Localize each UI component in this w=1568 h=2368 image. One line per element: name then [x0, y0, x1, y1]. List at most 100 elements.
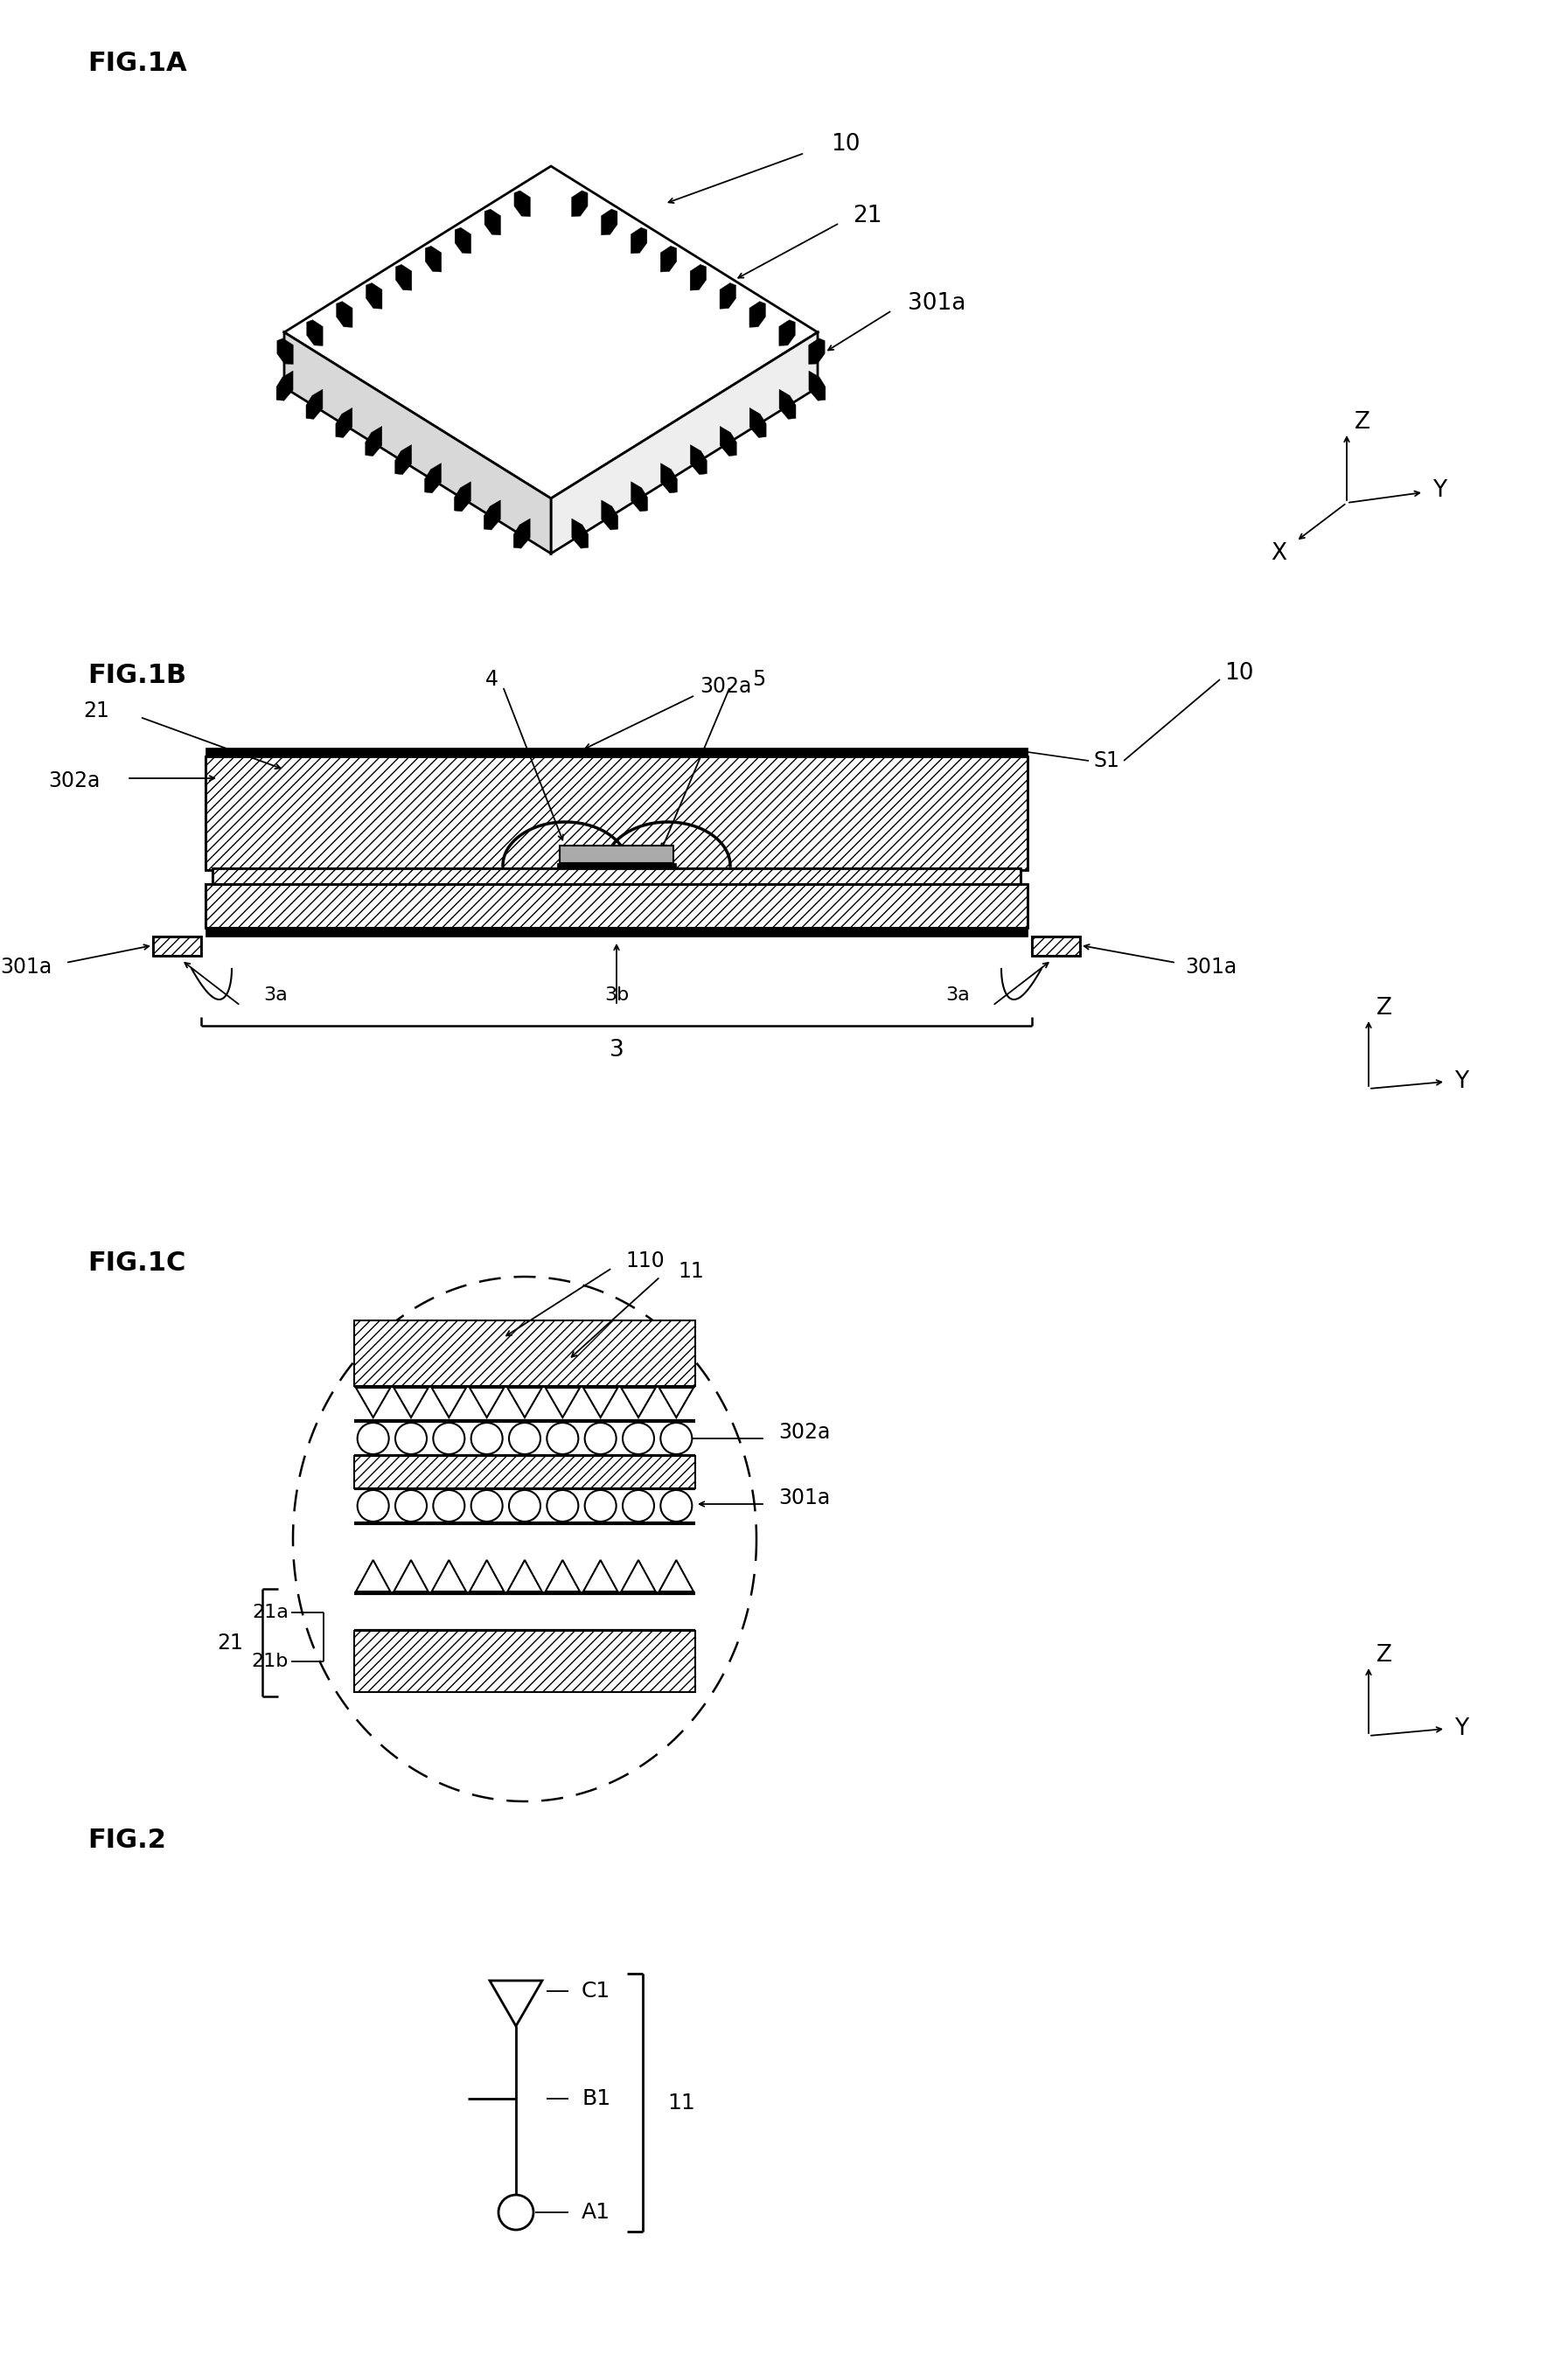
Polygon shape: [431, 1388, 466, 1418]
Text: 110: 110: [626, 1250, 665, 1272]
Circle shape: [622, 1489, 654, 1523]
Text: FIG.1B: FIG.1B: [88, 663, 187, 689]
Polygon shape: [750, 407, 767, 438]
Bar: [213, 869, 1021, 883]
Circle shape: [660, 1489, 691, 1523]
Polygon shape: [365, 426, 383, 457]
Text: 302a: 302a: [49, 770, 100, 791]
Polygon shape: [508, 1561, 543, 1591]
Polygon shape: [546, 1388, 580, 1418]
Polygon shape: [602, 500, 618, 530]
Circle shape: [358, 1423, 389, 1454]
Polygon shape: [779, 388, 797, 419]
Polygon shape: [469, 1388, 503, 1418]
Bar: [1032, 935, 1080, 957]
Polygon shape: [425, 246, 441, 272]
Circle shape: [395, 1423, 426, 1454]
Bar: [354, 1321, 695, 1385]
Polygon shape: [720, 282, 735, 308]
Circle shape: [470, 1423, 503, 1454]
Polygon shape: [508, 1388, 543, 1418]
Polygon shape: [514, 519, 530, 549]
Polygon shape: [489, 1980, 543, 2027]
Polygon shape: [395, 265, 412, 291]
Text: 301a: 301a: [908, 291, 966, 315]
Circle shape: [433, 1423, 464, 1454]
Circle shape: [433, 1489, 464, 1523]
Bar: [354, 1321, 695, 1385]
Polygon shape: [779, 320, 795, 346]
Polygon shape: [514, 189, 530, 215]
Polygon shape: [546, 1561, 580, 1591]
Text: S1: S1: [1093, 751, 1120, 772]
Polygon shape: [469, 1561, 503, 1591]
Polygon shape: [276, 372, 293, 400]
Polygon shape: [455, 227, 470, 253]
Text: 4: 4: [486, 668, 499, 689]
Bar: [205, 748, 1027, 755]
Text: 301a: 301a: [1185, 957, 1237, 978]
Polygon shape: [278, 339, 293, 365]
Polygon shape: [485, 208, 500, 234]
Bar: [205, 928, 1027, 935]
Bar: [205, 755, 1027, 869]
Text: Z: Z: [1377, 1643, 1392, 1667]
Polygon shape: [365, 282, 383, 308]
Circle shape: [395, 1489, 426, 1523]
Polygon shape: [425, 464, 441, 493]
Polygon shape: [485, 500, 500, 530]
Circle shape: [470, 1489, 503, 1523]
Text: 21b: 21b: [251, 1653, 289, 1669]
Polygon shape: [630, 481, 648, 511]
Circle shape: [358, 1489, 389, 1523]
Bar: [205, 883, 1027, 928]
Circle shape: [510, 1423, 541, 1454]
Polygon shape: [337, 301, 353, 327]
Bar: [205, 883, 1027, 928]
Polygon shape: [306, 388, 323, 419]
Text: FIG.2: FIG.2: [88, 1828, 166, 1852]
Polygon shape: [583, 1561, 618, 1591]
Circle shape: [585, 1423, 616, 1454]
Polygon shape: [394, 1561, 428, 1591]
Polygon shape: [690, 265, 706, 291]
Bar: [560, 845, 673, 862]
Text: Z: Z: [1355, 412, 1370, 433]
Text: FIG.1C: FIG.1C: [88, 1250, 185, 1276]
Text: 10: 10: [1225, 663, 1253, 684]
Text: B1: B1: [582, 2089, 610, 2110]
Text: Y: Y: [1454, 1717, 1468, 1740]
Polygon shape: [284, 166, 817, 497]
Polygon shape: [690, 445, 707, 474]
Text: 3b: 3b: [604, 987, 629, 1004]
Text: Y: Y: [1433, 478, 1447, 502]
Text: Z: Z: [1377, 997, 1392, 1021]
Polygon shape: [356, 1561, 390, 1591]
Circle shape: [585, 1489, 616, 1523]
Text: FIG.1A: FIG.1A: [88, 50, 187, 76]
Text: 301a: 301a: [778, 1487, 829, 1508]
Polygon shape: [630, 227, 648, 253]
Text: 302a: 302a: [778, 1421, 829, 1442]
Bar: [354, 1632, 695, 1693]
Text: A1: A1: [582, 2202, 610, 2224]
Polygon shape: [307, 320, 323, 346]
Polygon shape: [660, 246, 677, 272]
Text: Y: Y: [1454, 1070, 1468, 1094]
Bar: [557, 862, 676, 869]
Bar: [1032, 935, 1080, 957]
Polygon shape: [336, 407, 353, 438]
Text: 21: 21: [853, 204, 881, 227]
Polygon shape: [284, 332, 550, 554]
Bar: [354, 1456, 695, 1489]
Polygon shape: [455, 481, 470, 511]
Circle shape: [660, 1423, 691, 1454]
Polygon shape: [583, 1388, 618, 1418]
Text: 3a: 3a: [263, 987, 287, 1004]
Circle shape: [622, 1423, 654, 1454]
Bar: [354, 1632, 695, 1693]
Polygon shape: [356, 1388, 390, 1418]
Text: 21a: 21a: [252, 1603, 289, 1620]
Bar: [354, 1456, 695, 1489]
Polygon shape: [601, 208, 618, 234]
